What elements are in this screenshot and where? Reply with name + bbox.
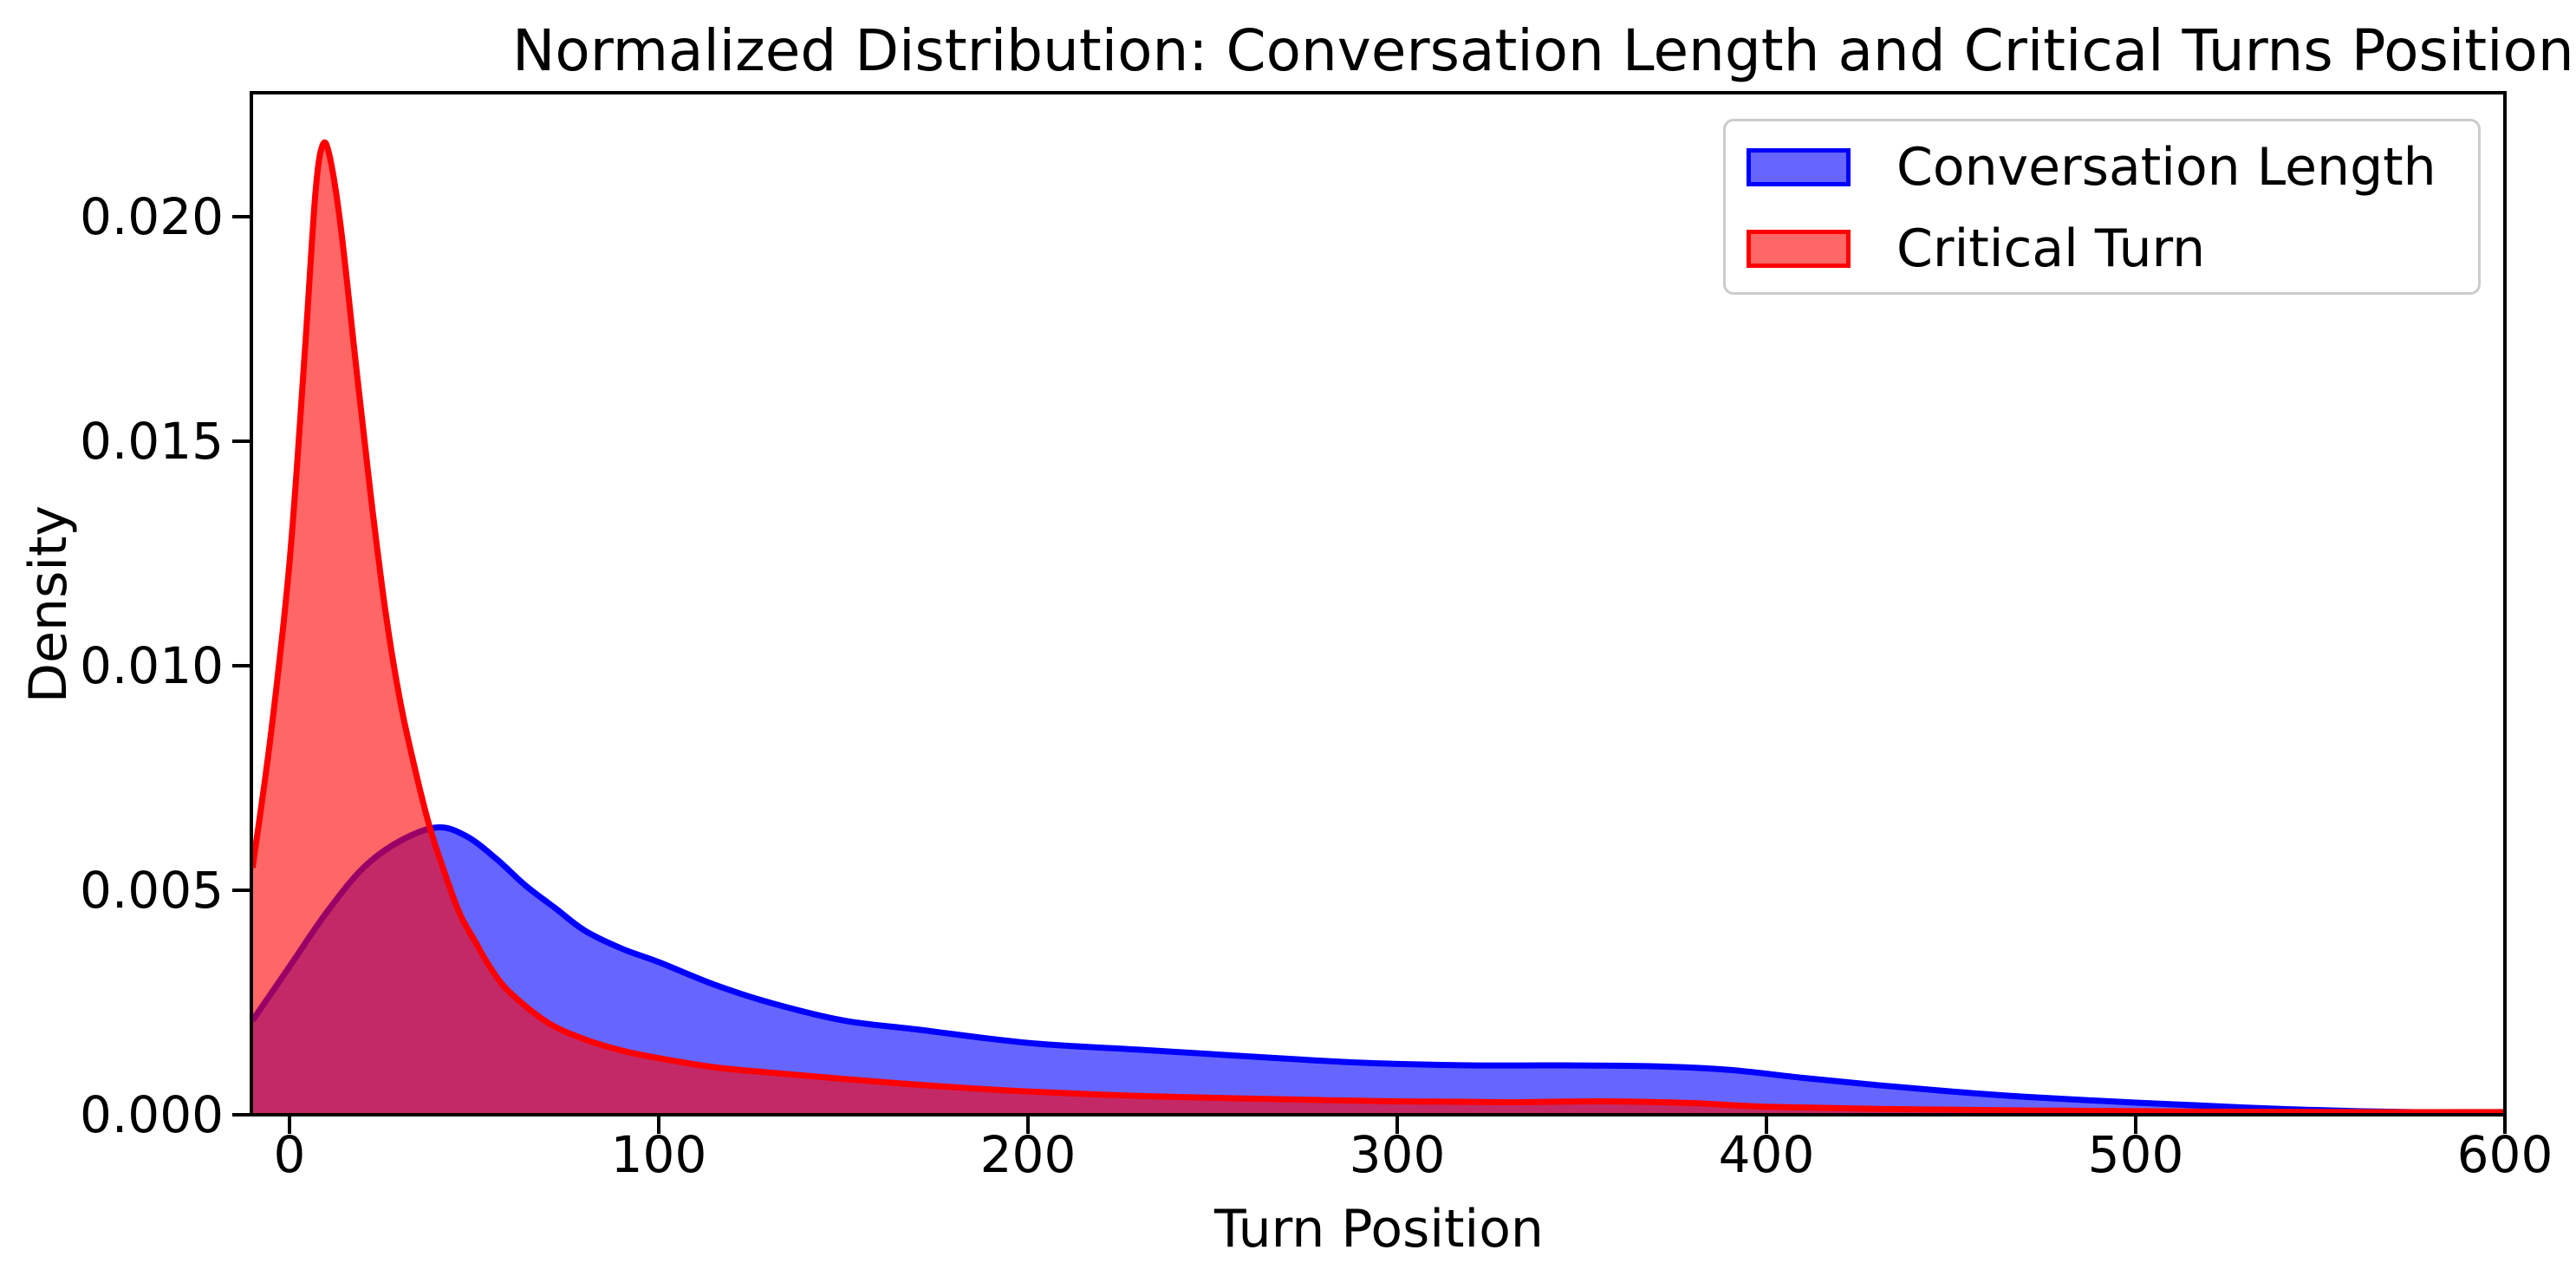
y-tick-label: 0.020	[79, 187, 224, 246]
legend-swatch-conversation-length	[1747, 148, 1851, 186]
legend-item-critical-turn: Critical Turn	[1726, 223, 2478, 275]
y-tick-label: 0.000	[79, 1085, 224, 1144]
x-tick-label: 400	[1718, 1125, 1815, 1184]
x-tick-label: 600	[2456, 1125, 2553, 1184]
x-tick-label: 300	[1349, 1125, 1446, 1184]
y-tick-label: 0.010	[79, 636, 224, 695]
critical-turn-line	[251, 139, 2505, 1115]
plot-border	[250, 91, 2507, 1116]
conversation-length-area	[252, 827, 2505, 1115]
legend-label: Critical Turn	[1896, 218, 2206, 279]
chart-title: Normalized Distribution: Conversation Le…	[512, 17, 2574, 84]
x-axis-label: Turn Position	[1214, 1199, 1544, 1260]
y-tick-label: 0.015	[79, 412, 224, 471]
y-tick-label: 0.005	[79, 861, 224, 920]
critical-turn-area	[252, 142, 2505, 1115]
y-axis-label: Density	[18, 505, 79, 704]
conversation-length-line	[251, 824, 2505, 1115]
legend: Conversation Length Critical Turn	[1723, 119, 2481, 295]
legend-swatch-critical-turn	[1747, 230, 1851, 268]
x-tick-label: 500	[2087, 1125, 2184, 1184]
legend-item-conversation-length: Conversation Length	[1726, 141, 2478, 193]
x-tick-label: 200	[979, 1125, 1077, 1184]
x-tick-label: 100	[610, 1125, 707, 1184]
legend-label: Conversation Length	[1896, 137, 2436, 198]
x-tick-label: 0	[273, 1125, 306, 1184]
